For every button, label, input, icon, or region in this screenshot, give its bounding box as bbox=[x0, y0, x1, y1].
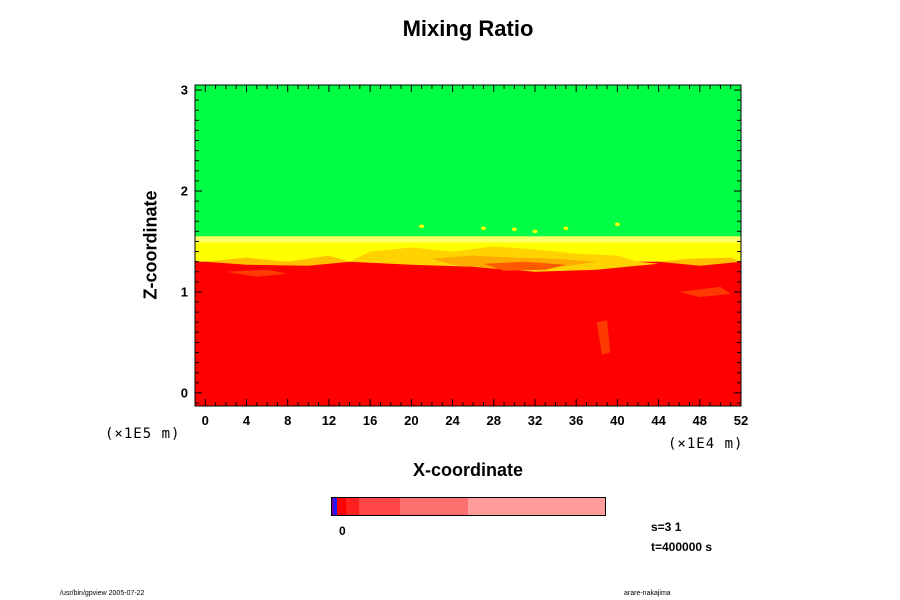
patch-a bbox=[225, 269, 288, 277]
chart-title: Mixing Ratio bbox=[402, 16, 534, 41]
region-upper bbox=[195, 85, 741, 237]
blob-1 bbox=[480, 226, 486, 231]
x-tick-label: 44 bbox=[651, 413, 666, 428]
x-tick-label: 36 bbox=[568, 413, 584, 428]
blob-3 bbox=[532, 229, 538, 234]
y-axis-label: Z-coordinate bbox=[140, 190, 161, 300]
colorbar-segment bbox=[332, 498, 335, 515]
x-tick-label: 8 bbox=[284, 413, 292, 428]
region-lower bbox=[195, 261, 741, 406]
x-tick-label: 48 bbox=[692, 413, 708, 428]
colorbar-segment bbox=[359, 498, 400, 515]
x-tick-label: 4 bbox=[242, 413, 251, 428]
time-info: t=400000 s bbox=[651, 540, 713, 554]
patch-b bbox=[679, 286, 731, 297]
x-tick-label: 52 bbox=[733, 413, 749, 428]
colorbar bbox=[331, 497, 606, 516]
x-axis-label: X-coordinate bbox=[412, 460, 523, 480]
colorbar-label-zero: 0 bbox=[339, 524, 346, 538]
interface-deep bbox=[483, 261, 566, 271]
y-tick-label: 1 bbox=[180, 284, 188, 300]
colorbar-segment bbox=[345, 498, 360, 515]
y-tick-label: 0 bbox=[180, 385, 188, 401]
y-tick-label: 3 bbox=[180, 82, 188, 98]
y-tick-label: 2 bbox=[180, 183, 188, 199]
x-tick-label: 28 bbox=[486, 413, 501, 428]
x-tick-label: 16 bbox=[362, 413, 378, 428]
interface-right bbox=[658, 257, 741, 266]
interface-light bbox=[195, 236, 741, 243]
x-tick-label: 32 bbox=[527, 413, 543, 428]
x-unit-label: (×1E4 m) bbox=[668, 436, 744, 452]
colorbar-segment bbox=[467, 498, 605, 515]
interface-left bbox=[205, 255, 350, 266]
colorbar-segment bbox=[337, 498, 346, 515]
plot-frame bbox=[194, 84, 742, 407]
blob-4 bbox=[614, 222, 620, 227]
patch-c bbox=[596, 320, 611, 355]
x-tick-label: 0 bbox=[201, 413, 209, 428]
x-tick-label: 12 bbox=[321, 413, 337, 428]
colorbar-segment bbox=[400, 498, 468, 515]
footer-author: arare-nakajima bbox=[624, 590, 671, 597]
blob-2 bbox=[511, 227, 517, 232]
x-tick-label: 24 bbox=[445, 413, 460, 428]
blob-5 bbox=[563, 226, 569, 231]
mixing-ratio-field bbox=[195, 85, 741, 406]
blob-0 bbox=[419, 224, 425, 229]
section-info: s=3 1 bbox=[651, 520, 682, 534]
footer-program: /usr/bin/gpview 2005-07-22 bbox=[60, 590, 145, 597]
x-tick-label: 40 bbox=[610, 413, 625, 428]
x-tick-label: 20 bbox=[404, 413, 419, 428]
colorbar-segment bbox=[334, 498, 338, 515]
z-unit-label: (×1E5 m) bbox=[105, 426, 181, 442]
